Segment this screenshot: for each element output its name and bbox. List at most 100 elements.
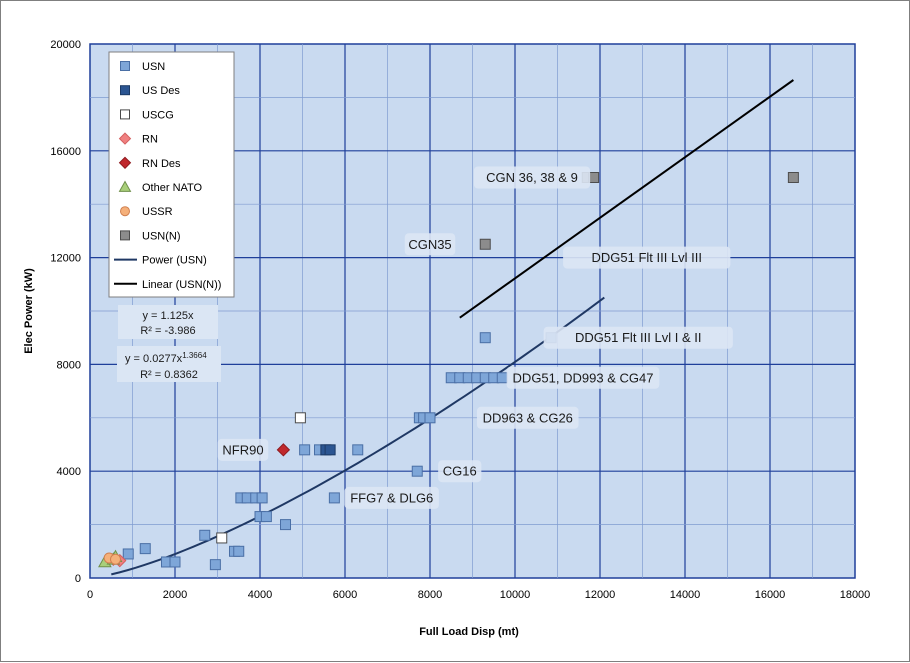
legend-linear-usn-n-label: Linear (USN(N))	[142, 279, 221, 291]
linear-equation: y = 1.125x R² = -3.986	[118, 305, 218, 339]
x-tick-label: 6000	[333, 589, 357, 601]
legend-usn-n-swatch	[120, 230, 130, 241]
rn-des-point	[276, 443, 291, 457]
point-annotation: CGN 36, 38 & 9	[473, 166, 591, 189]
usn-point	[352, 444, 364, 456]
legend-rn-label: RN	[142, 134, 158, 146]
point-annotation: CGN35	[404, 233, 456, 256]
y-tick-label: 12000	[50, 253, 81, 265]
usn-point	[496, 372, 508, 384]
annotation-box	[217, 438, 269, 461]
annotation-label: FFG7 & DLG6	[350, 490, 433, 505]
legend-ussr-swatch	[120, 206, 130, 217]
r-squared-line: R² = -3.986	[140, 325, 195, 337]
legend-uscg-label: USCG	[142, 109, 174, 121]
annotation-box	[438, 460, 482, 483]
point-annotation: DD963 & CG26	[476, 406, 579, 429]
annotation-label: DDG51 Flt III Lvl III	[591, 250, 702, 265]
legend: USN US Des USCG RN RN Des Other NATO USSR USN(N…	[108, 51, 235, 298]
point-annotations: CGN 36, 38 & 9 CGN35 DDG51 Flt III Lvl III…	[217, 166, 733, 509]
x-axis-ticks: 0 2000 4000 6000 8000 10000 12000 14000 16000 180…	[87, 589, 870, 601]
x-tick-label: 16000	[755, 589, 786, 601]
y-tick-label: 20000	[50, 39, 81, 51]
legend-us-des-swatch	[120, 85, 130, 96]
annotation-label: DD963 & CG26	[483, 410, 573, 425]
y-axis-ticks: 0 4000 8000 12000 16000 20000	[50, 39, 81, 585]
legend-usn-swatch	[120, 61, 130, 71]
point-annotation: FFG7 & DLG6	[344, 486, 439, 509]
usn-point	[479, 332, 491, 344]
x-tick-label: 18000	[840, 589, 871, 601]
annotation-label: CGN35	[408, 237, 451, 252]
annotation-box	[476, 406, 579, 429]
usn-point	[209, 559, 221, 571]
usn-point	[139, 543, 151, 555]
power-equation: y = 0.0277x1.3664 R² = 0.8362	[117, 346, 221, 382]
y-axis-title: Elec Power (kW)	[23, 268, 35, 354]
usn-point	[169, 556, 181, 568]
point-annotation: DDG51, DD993 & CG47	[506, 366, 660, 389]
usn-point	[424, 412, 436, 424]
uscg-point	[294, 412, 306, 424]
trend-lines	[111, 79, 794, 576]
equation-line: y = 1.125x	[142, 310, 194, 322]
x-tick-label: 14000	[670, 589, 701, 601]
annotation-box	[473, 166, 591, 189]
us-des-point	[324, 444, 336, 456]
legend-other-nato-swatch	[118, 180, 132, 192]
annotation-box	[543, 326, 733, 349]
usn-point	[411, 465, 423, 477]
annotation-box	[506, 366, 660, 389]
y-tick-label: 0	[75, 573, 81, 585]
linear-usn-n-trendline	[459, 79, 794, 319]
legend-usn-label: USN	[142, 61, 165, 73]
ussr-point	[110, 553, 121, 565]
point-annotation: DDG51 Flt III Lvl I & II	[543, 326, 733, 349]
uscg-point	[216, 532, 228, 544]
annotation-label: NFR90	[222, 442, 263, 457]
annotation-label: CGN 36, 38 & 9	[486, 170, 578, 185]
usn-point	[299, 444, 311, 456]
legend-usn-n-label: USN(N)	[142, 230, 181, 242]
legend-rn-des-label: RN Des	[142, 158, 181, 170]
usn-point	[260, 511, 272, 523]
point-annotation: DDG51 Flt III Lvl III	[563, 246, 731, 269]
x-tick-label: 0	[87, 589, 93, 601]
y-tick-label: 16000	[50, 146, 81, 158]
point-annotation: NFR90	[217, 438, 269, 461]
equation-line: y = 0.0277x1.3664	[125, 351, 207, 365]
legend-other-nato-label: Other NATO	[142, 182, 203, 194]
r-squared-line: R² = 0.8362	[140, 369, 198, 381]
x-tick-label: 2000	[163, 589, 187, 601]
usn-point	[122, 548, 134, 560]
annotation-label: DDG51, DD993 & CG47	[513, 370, 654, 385]
annotation-box	[563, 246, 731, 269]
legend-uscg-swatch	[120, 109, 130, 120]
usn-point	[233, 545, 245, 557]
legend-rn-des-swatch	[118, 156, 132, 170]
usn-point	[280, 519, 291, 531]
usn-n-point	[588, 172, 600, 183]
usn-n-point	[479, 238, 491, 250]
trendline-equations: y = 1.125x R² = -3.986 y = 0.0277x1.3664 R²…	[117, 305, 221, 382]
power-usn-trendline	[111, 296, 605, 576]
x-axis-title: Full Load Disp (mt)	[419, 626, 519, 638]
legend-us-des-label: US Des	[142, 85, 180, 97]
equation-box	[118, 305, 218, 339]
annotation-label: CG16	[443, 464, 477, 479]
usn-point	[256, 492, 268, 504]
annotation-box	[404, 233, 456, 256]
y-tick-label: 8000	[57, 359, 81, 371]
x-tick-label: 8000	[418, 589, 442, 601]
point-annotation: CG16	[438, 460, 482, 483]
legend-rn-swatch	[118, 132, 132, 145]
legend-power-usn-label: Power (USN)	[142, 255, 207, 267]
y-tick-label: 4000	[57, 466, 81, 478]
x-tick-label: 10000	[500, 589, 531, 601]
usn-n-point	[787, 172, 799, 183]
annotation-box	[344, 486, 439, 509]
equation-box	[117, 346, 221, 382]
x-tick-label: 12000	[585, 589, 616, 601]
